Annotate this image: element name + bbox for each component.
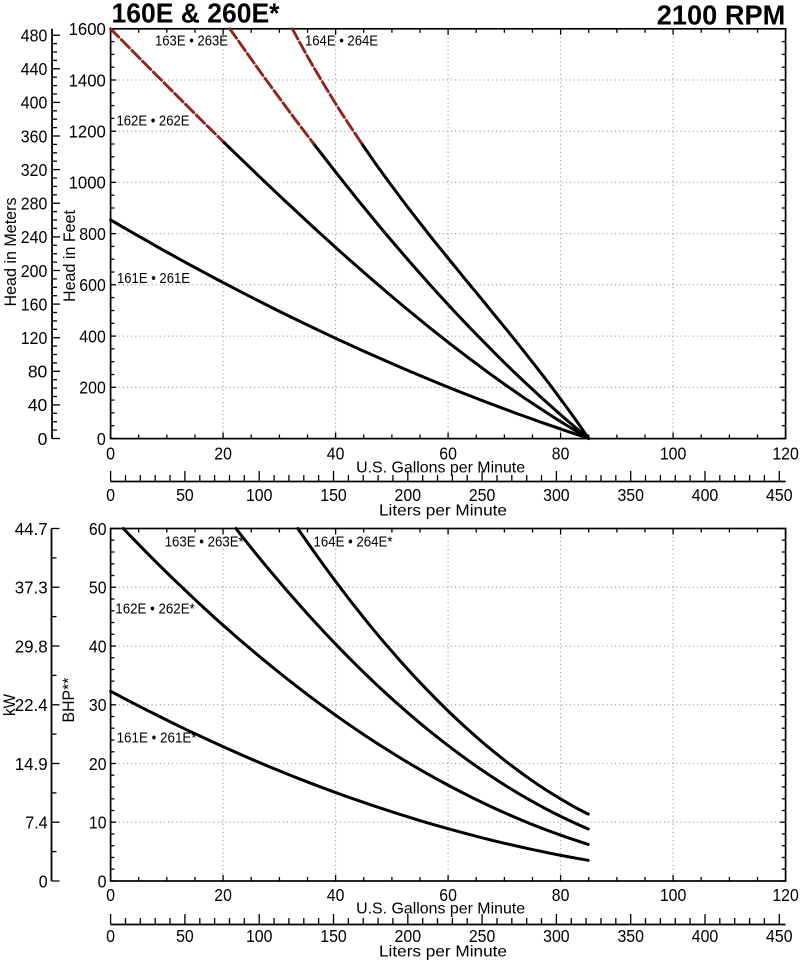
svg-text:U.S. Gallons per Minute: U.S. Gallons per Minute (356, 901, 525, 918)
svg-text:40: 40 (327, 443, 345, 463)
svg-text:0: 0 (39, 871, 48, 891)
svg-text:200: 200 (21, 261, 48, 281)
svg-text:164E • 264E: 164E • 264E (305, 34, 378, 50)
svg-text:360: 360 (21, 126, 48, 146)
svg-text:Head in Meters: Head in Meters (2, 198, 20, 307)
svg-text:1400: 1400 (69, 70, 106, 90)
svg-text:800: 800 (79, 224, 106, 244)
svg-text:1200: 1200 (69, 122, 106, 142)
svg-text:400: 400 (79, 326, 106, 346)
svg-text:350: 350 (617, 485, 644, 505)
svg-text:600: 600 (79, 275, 106, 295)
svg-text:280: 280 (21, 194, 48, 214)
svg-text:163E • 263E: 163E • 263E (155, 34, 228, 50)
svg-text:50: 50 (176, 926, 194, 946)
svg-text:60: 60 (89, 519, 107, 539)
svg-text:80: 80 (552, 885, 570, 905)
svg-text:164E • 264E*: 164E • 264E* (314, 534, 393, 550)
svg-text:350: 350 (617, 926, 644, 946)
svg-text:450: 450 (766, 926, 793, 946)
svg-text:14.9: 14.9 (15, 754, 48, 774)
svg-text:50: 50 (89, 578, 107, 598)
svg-text:60: 60 (439, 443, 457, 463)
svg-text:Liters per Minute: Liters per Minute (379, 503, 507, 520)
svg-text:160E & 260E*: 160E & 260E* (112, 0, 280, 28)
svg-text:U.S. Gallons per Minute: U.S. Gallons per Minute (356, 459, 525, 476)
svg-text:100: 100 (660, 443, 687, 463)
svg-text:440: 440 (21, 59, 48, 79)
svg-text:0: 0 (97, 429, 106, 449)
svg-text:200: 200 (79, 378, 106, 398)
svg-text:100: 100 (660, 885, 687, 905)
svg-text:50: 50 (176, 485, 194, 505)
svg-text:kW: kW (1, 694, 19, 716)
svg-text:0: 0 (106, 485, 115, 505)
svg-text:160: 160 (21, 294, 48, 314)
svg-text:163E • 263E*: 163E • 263E* (165, 534, 244, 550)
svg-text:150: 150 (320, 485, 347, 505)
svg-text:250: 250 (469, 485, 496, 505)
svg-text:1000: 1000 (69, 173, 106, 193)
svg-text:100: 100 (246, 485, 273, 505)
svg-text:30: 30 (89, 695, 107, 715)
svg-text:161E • 261E: 161E • 261E (117, 271, 190, 287)
svg-text:150: 150 (320, 926, 347, 946)
svg-text:37.3: 37.3 (15, 578, 48, 598)
svg-text:Head in Feet: Head in Feet (61, 210, 79, 302)
svg-text:0: 0 (106, 885, 115, 905)
svg-text:40: 40 (327, 885, 345, 905)
svg-text:10: 10 (89, 813, 107, 833)
svg-text:80: 80 (552, 443, 570, 463)
svg-text:100: 100 (246, 926, 273, 946)
svg-text:Liters per Minute: Liters per Minute (379, 943, 507, 960)
svg-text:200: 200 (395, 926, 422, 946)
svg-text:0: 0 (106, 926, 115, 946)
svg-text:450: 450 (766, 485, 793, 505)
svg-text:60: 60 (439, 885, 457, 905)
svg-text:20: 20 (214, 443, 232, 463)
svg-text:161E • 261E*: 161E • 261E* (117, 731, 197, 747)
svg-text:2100 RPM: 2100 RPM (657, 0, 786, 30)
svg-text:162E • 262E*: 162E • 262E* (115, 602, 195, 618)
svg-text:400: 400 (692, 485, 719, 505)
svg-text:400: 400 (692, 926, 719, 946)
svg-text:22.4: 22.4 (15, 695, 48, 715)
svg-text:0: 0 (98, 871, 107, 891)
svg-text:80: 80 (28, 362, 48, 382)
svg-text:40: 40 (89, 636, 107, 656)
svg-text:120: 120 (772, 885, 799, 905)
svg-text:40: 40 (28, 395, 48, 415)
svg-text:BHP**: BHP** (60, 677, 78, 723)
svg-text:1600: 1600 (69, 19, 106, 39)
svg-text:20: 20 (214, 885, 232, 905)
svg-text:0: 0 (106, 443, 115, 463)
svg-text:300: 300 (543, 485, 570, 505)
svg-text:20: 20 (89, 754, 107, 774)
svg-text:7.4: 7.4 (25, 813, 48, 833)
svg-text:120: 120 (772, 443, 799, 463)
svg-text:0: 0 (38, 429, 48, 449)
svg-text:400: 400 (21, 93, 48, 113)
svg-text:480: 480 (21, 26, 48, 46)
svg-text:200: 200 (395, 485, 422, 505)
svg-text:300: 300 (543, 926, 570, 946)
svg-text:29.8: 29.8 (15, 636, 48, 656)
svg-text:120: 120 (21, 328, 48, 348)
svg-text:240: 240 (21, 227, 48, 247)
svg-text:44.7: 44.7 (15, 519, 48, 539)
svg-text:250: 250 (469, 926, 496, 946)
svg-text:162E • 262E: 162E • 262E (117, 114, 190, 130)
svg-text:320: 320 (21, 160, 48, 180)
